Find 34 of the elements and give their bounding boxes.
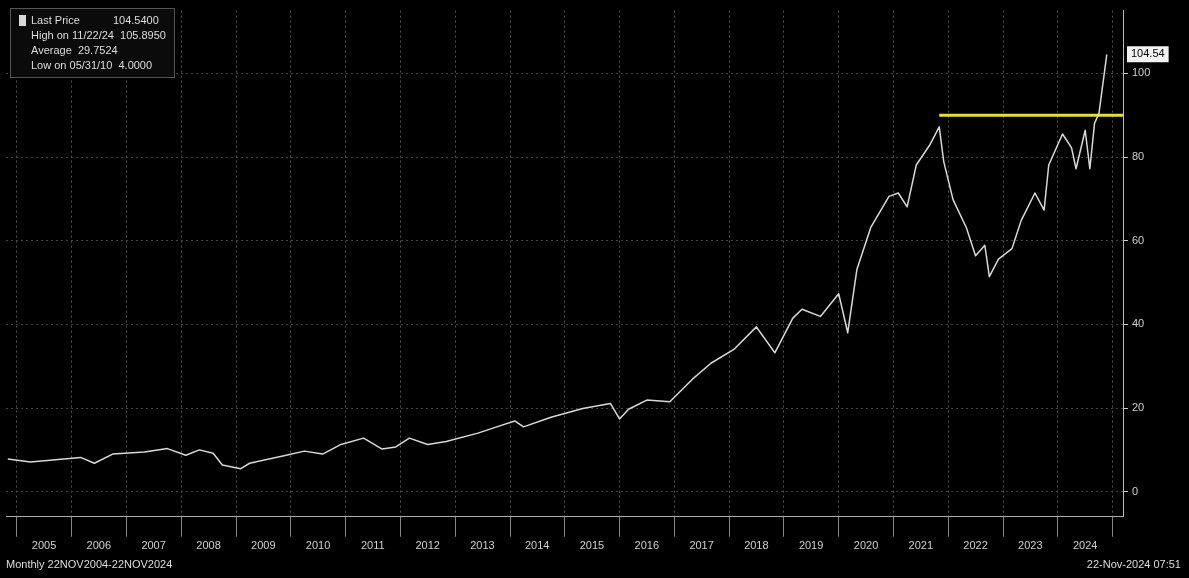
y-tick-label: 0 xyxy=(1132,484,1139,497)
x-tick-label: 2010 xyxy=(305,539,331,552)
x-tick-label: 2007 xyxy=(141,539,166,552)
x-tick-label: 2012 xyxy=(415,539,440,552)
x-tick-label: 2021 xyxy=(908,539,934,552)
x-tick-label: 2013 xyxy=(470,539,495,552)
x-tick-label: 2014 xyxy=(524,539,550,552)
annotation: 104.5400 xyxy=(112,13,159,28)
y-tick-label: 60 xyxy=(1132,233,1145,246)
x-tick-label: 2019 xyxy=(798,539,824,552)
legend-label: Last Price xyxy=(31,13,80,28)
x-tick-label: 2018 xyxy=(744,539,769,552)
x-tick-label: 2006 xyxy=(86,539,112,552)
x-tick-label: 2005 xyxy=(31,539,57,552)
y-tick-label: 100 xyxy=(1132,66,1151,79)
x-tick-label: 2022 xyxy=(963,539,988,552)
x-tick-label: 2016 xyxy=(634,539,660,552)
annotation: Low on 05/31/10 4.0000 xyxy=(30,58,154,73)
x-tick-label: 2015 xyxy=(579,539,605,552)
y-tick-label: 20 xyxy=(1132,401,1145,414)
y-tick-label: 80 xyxy=(1132,150,1145,163)
annotation: Average 29.7524 xyxy=(30,43,119,58)
x-tick-label: 2009 xyxy=(251,539,276,552)
text: 22-Nov-2024 07:51 xyxy=(1086,558,1181,570)
x-tick-label: 2011 xyxy=(360,539,385,552)
x-tick-label: 2017 xyxy=(689,539,714,552)
x-tick-label: 2020 xyxy=(853,539,879,552)
y-tick-label: 40 xyxy=(1132,317,1145,330)
text: Monthly 22NOV2004-22NOV2024 xyxy=(6,558,173,570)
x-tick-label: 2008 xyxy=(196,539,221,552)
annotation: 104.54 xyxy=(1131,47,1165,60)
annotation: High on 11/22/24 105.8950 xyxy=(30,28,166,43)
x-tick-label: 2024 xyxy=(1072,539,1098,552)
x-tick-label: 2023 xyxy=(1018,539,1043,552)
